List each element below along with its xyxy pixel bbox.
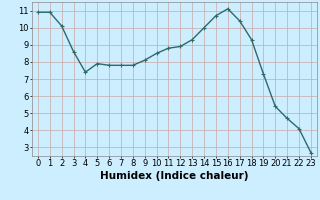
X-axis label: Humidex (Indice chaleur): Humidex (Indice chaleur): [100, 171, 249, 181]
